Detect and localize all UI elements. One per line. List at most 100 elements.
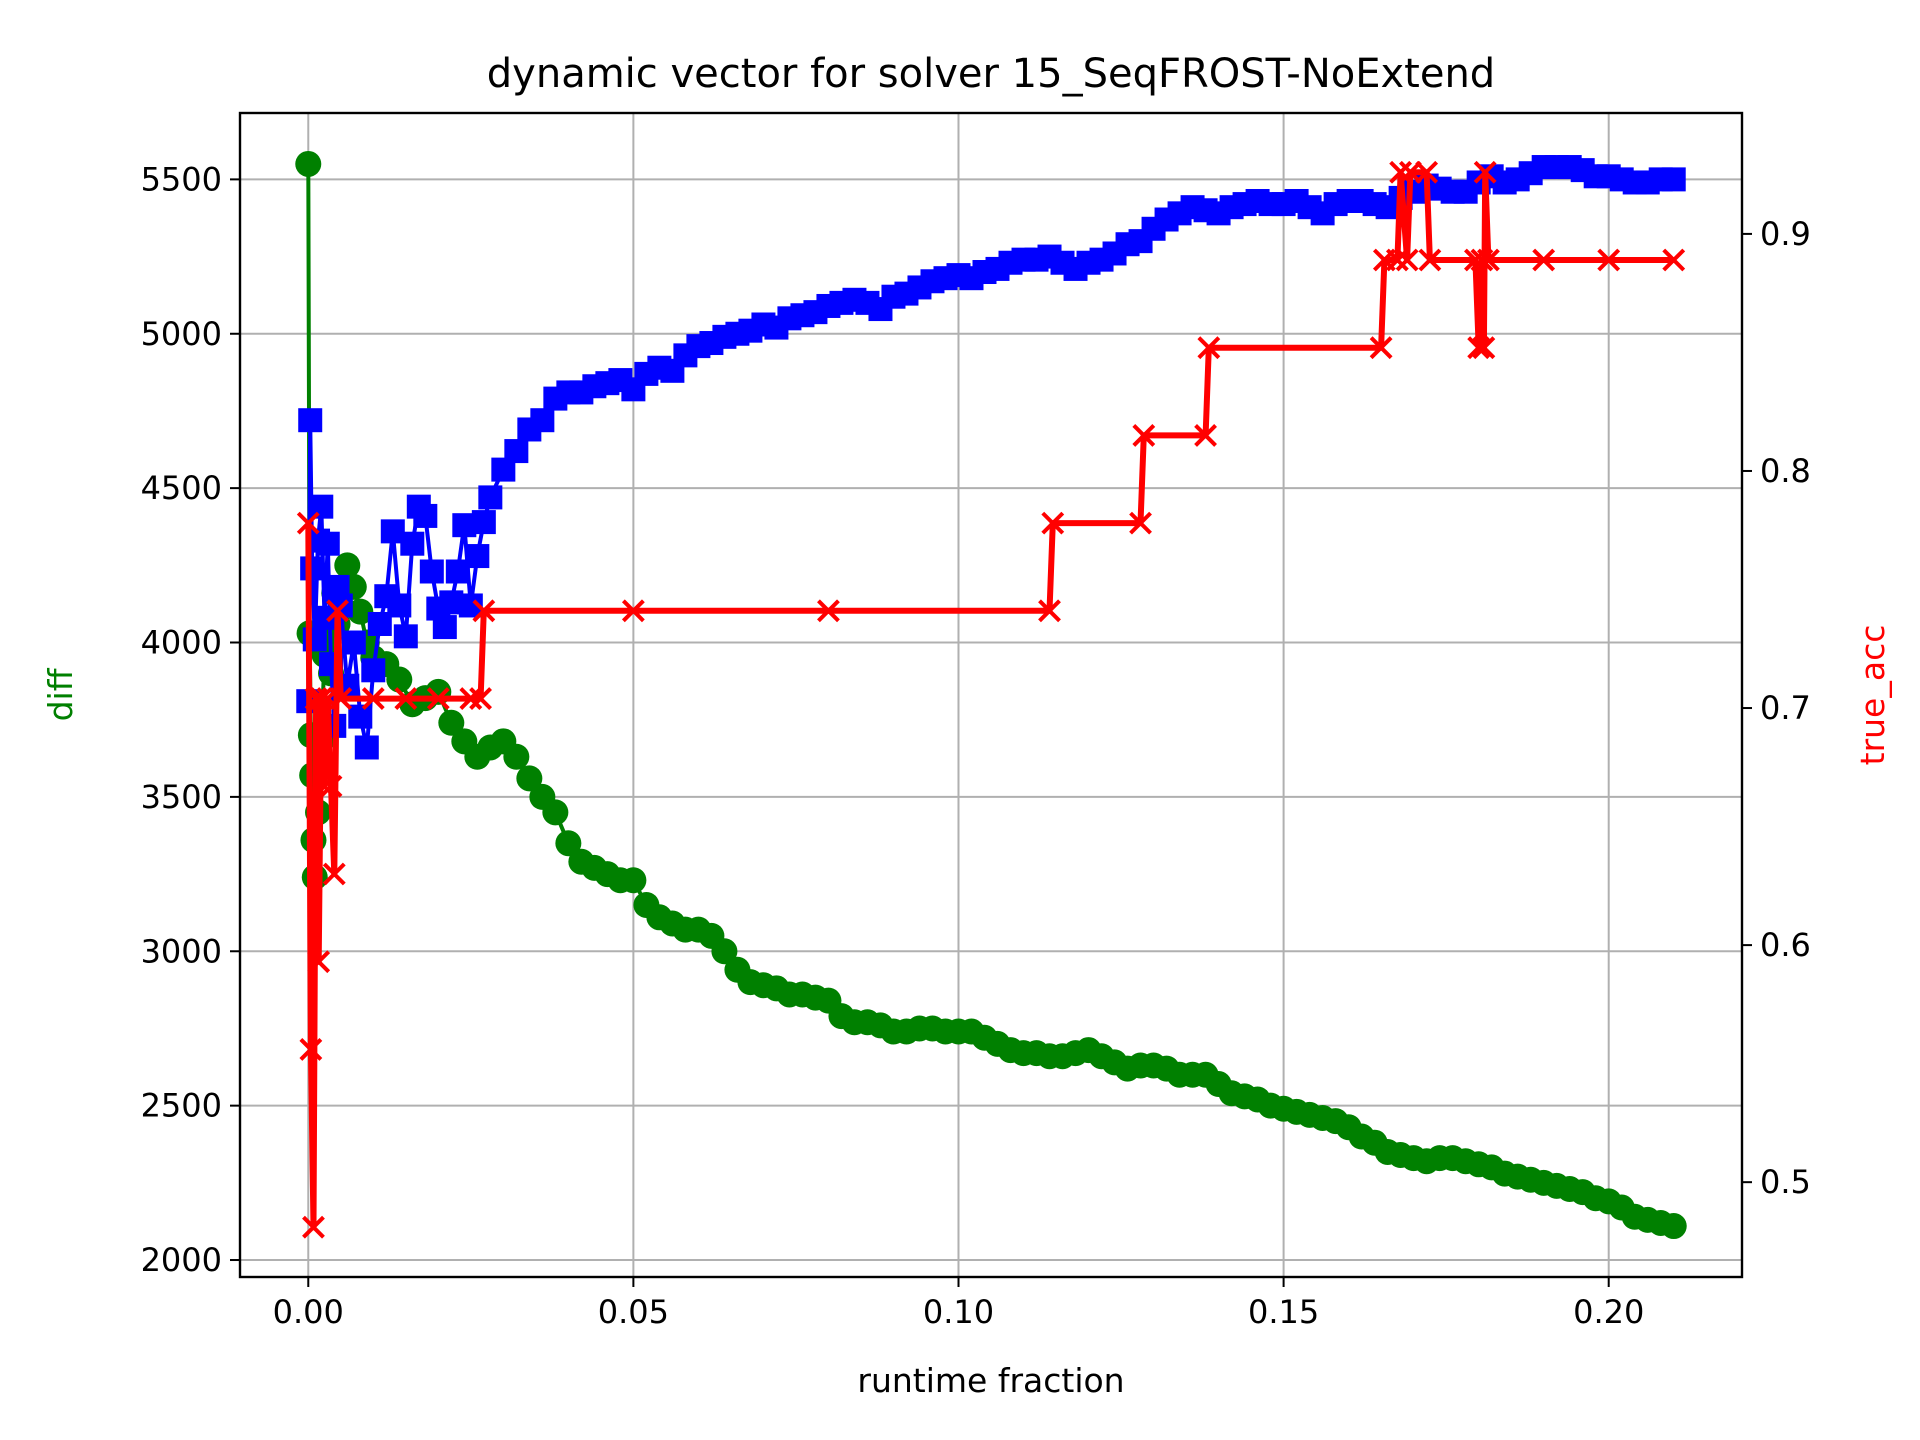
data-point xyxy=(326,599,349,623)
data-point xyxy=(472,599,496,623)
y-left-tick-label: 2000 xyxy=(141,1241,222,1279)
series-layer xyxy=(295,150,1687,1240)
data-point xyxy=(1041,511,1065,535)
data-point xyxy=(295,150,322,177)
data-point xyxy=(302,1215,325,1239)
data-point xyxy=(438,709,465,736)
data-point xyxy=(1395,248,1419,272)
data-point xyxy=(298,408,323,433)
data-point xyxy=(1129,511,1152,535)
data-point xyxy=(542,799,569,826)
data-point xyxy=(413,503,438,528)
y-right-axis-title: true_acc xyxy=(1853,625,1892,766)
data-point xyxy=(1472,336,1496,360)
data-point xyxy=(555,830,582,857)
x-axis-title: runtime fraction xyxy=(857,1361,1124,1400)
data-point xyxy=(361,658,386,683)
chart-title: dynamic vector for solver 15_SeqFROST-No… xyxy=(487,51,1495,97)
data-point xyxy=(300,556,325,581)
data-point xyxy=(1132,423,1156,447)
y-left-axis-title: diff xyxy=(41,667,80,721)
plot-frame xyxy=(238,111,1744,1279)
data-point xyxy=(1415,160,1439,184)
data-point xyxy=(1398,160,1422,184)
x-tick-label: 0.00 xyxy=(273,1293,344,1331)
tick-layer: 0.00 0.05 0.10 0.15 0.20 2000 2500 3000 3500 4000… xyxy=(141,160,1811,1331)
data-point xyxy=(711,938,738,965)
data-point xyxy=(394,687,418,710)
y-left-tick-label: 2500 xyxy=(141,1087,222,1125)
grid-layer xyxy=(240,113,1742,1277)
data-point xyxy=(309,687,333,710)
data-point xyxy=(1038,599,1061,623)
data-point xyxy=(1477,248,1500,272)
y-right-tick-label: 0.5 xyxy=(1760,1163,1811,1201)
data-point xyxy=(386,666,413,693)
data-point xyxy=(1597,248,1621,272)
data-point xyxy=(315,531,340,556)
data-point xyxy=(516,765,543,792)
data-point xyxy=(1197,336,1221,360)
y-right-tick-label: 0.7 xyxy=(1760,689,1811,727)
y-left-tick-label: 5000 xyxy=(141,315,222,353)
y-left-tick-label: 5500 xyxy=(141,160,222,198)
y-left-tick-label: 3000 xyxy=(141,932,222,970)
data-point xyxy=(319,774,343,798)
x-tick-label: 0.05 xyxy=(598,1293,669,1331)
x-tick-label: 0.10 xyxy=(923,1293,994,1331)
data-point xyxy=(347,598,374,625)
data-point xyxy=(620,867,647,894)
data-point xyxy=(465,544,490,569)
data-point xyxy=(504,439,529,464)
data-point xyxy=(400,531,425,556)
data-point xyxy=(1532,248,1556,272)
y-left-tick-label: 4000 xyxy=(141,624,222,662)
data-point xyxy=(419,559,444,584)
data-point xyxy=(1473,160,1497,184)
y-right-tick-label: 0.6 xyxy=(1760,926,1811,964)
data-point xyxy=(432,615,457,640)
data-point xyxy=(296,511,320,535)
data-point xyxy=(1194,423,1217,447)
data-point xyxy=(817,599,840,623)
data-point xyxy=(1385,248,1409,272)
data-point xyxy=(313,774,336,798)
y-right-tick-label: 0.9 xyxy=(1760,215,1811,253)
data-point xyxy=(459,687,483,710)
series-group xyxy=(296,160,1686,1239)
data-point xyxy=(621,599,645,623)
data-point xyxy=(334,552,361,579)
data-point xyxy=(478,485,503,510)
y-left-tick-label: 4500 xyxy=(141,469,222,507)
data-point xyxy=(361,687,385,710)
data-point xyxy=(309,494,334,519)
data-point xyxy=(341,630,366,655)
data-point xyxy=(1470,248,1494,272)
data-point xyxy=(426,687,450,710)
data-point xyxy=(393,624,418,649)
data-point xyxy=(348,704,373,729)
data-point xyxy=(1369,336,1393,360)
data-point xyxy=(1660,1213,1687,1240)
data-point xyxy=(491,457,516,482)
data-point xyxy=(307,950,331,974)
data-point xyxy=(322,862,346,886)
x-tick-label: 0.15 xyxy=(1248,1293,1319,1331)
data-point xyxy=(329,687,353,710)
data-point xyxy=(530,408,555,433)
y-right-tick-label: 0.8 xyxy=(1760,452,1811,490)
data-point xyxy=(299,1038,323,1061)
data-point xyxy=(354,735,379,760)
data-point xyxy=(1661,167,1686,192)
data-point xyxy=(1662,248,1686,272)
data-point xyxy=(1418,248,1442,272)
y-left-tick-label: 3500 xyxy=(141,778,222,816)
x-tick-label: 0.20 xyxy=(1573,1293,1644,1331)
data-point xyxy=(1467,336,1491,360)
data-point xyxy=(1389,160,1413,184)
data-point xyxy=(471,510,496,535)
data-point xyxy=(387,593,412,618)
data-point xyxy=(469,687,492,710)
